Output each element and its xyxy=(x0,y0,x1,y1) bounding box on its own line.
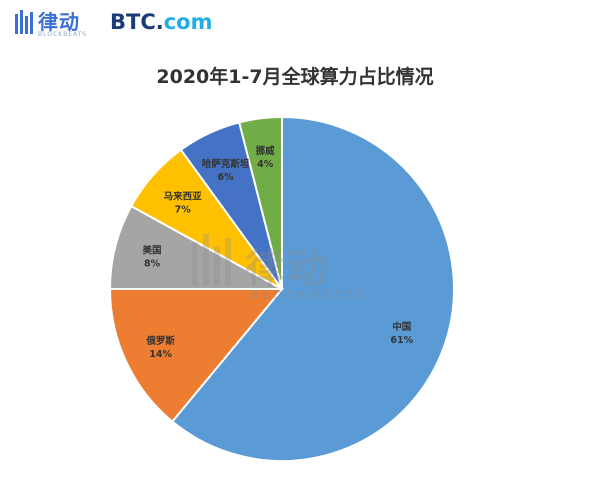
btc-com-logo: BTC.com xyxy=(110,10,213,34)
watermark-subtext: BLOCKBEATS xyxy=(250,288,368,302)
watermark-text: 律动 xyxy=(245,246,329,292)
header: 律动 BLOCKBEATS BTC.com xyxy=(0,0,590,48)
slice-value-norway: 4% xyxy=(257,159,274,170)
pie-slice-china xyxy=(170,115,455,462)
pie-labels: 中国 61% 俄罗斯 14% 美国 8% 马来西亚 7% 哈萨克斯坦 6% 挪威 4% xyxy=(142,145,414,360)
chart-title: 2020年1-7月全球算力占比情况 xyxy=(156,66,434,88)
blockbeats-logo-text: 律动 xyxy=(38,10,80,34)
slice-label-china: 中国 xyxy=(392,321,411,333)
btc-logo-main: BTC xyxy=(110,10,156,34)
watermark-logo-icon xyxy=(192,234,231,286)
blockbeats-logo-subtext: BLOCKBEATS xyxy=(38,31,88,38)
slice-label-usa: 美国 xyxy=(142,245,162,257)
pie-slice-norway xyxy=(238,115,283,290)
blockbeats-logo-icon xyxy=(15,10,33,34)
slice-value-china: 61% xyxy=(390,335,413,346)
btc-logo-com: com xyxy=(163,10,213,34)
slice-value-kazakhstan: 6% xyxy=(218,172,235,183)
slice-label-kazakhstan: 哈萨克斯坦 xyxy=(202,158,250,170)
pie-slices xyxy=(108,115,455,462)
slice-label-russia: 俄罗斯 xyxy=(145,335,175,347)
slice-label-malaysia: 马来西亚 xyxy=(164,190,203,202)
pie-slice-russia xyxy=(108,288,285,423)
slice-value-malaysia: 7% xyxy=(175,204,192,215)
btc-logo-dot: . xyxy=(155,10,164,34)
slice-value-usa: 8% xyxy=(144,259,161,270)
slice-value-russia: 14% xyxy=(149,349,172,360)
slice-label-norway: 挪威 xyxy=(256,145,276,157)
